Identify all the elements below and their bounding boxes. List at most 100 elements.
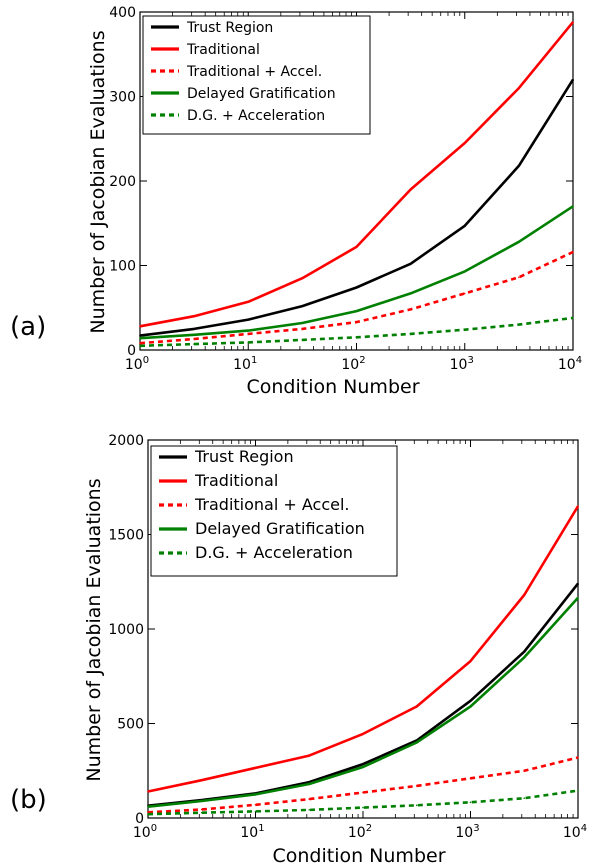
- legend-label: D.G. + Acceleration: [187, 108, 325, 124]
- data-point: [409, 292, 412, 295]
- data-point: [463, 292, 466, 295]
- y-tick-label: 2000: [108, 433, 144, 449]
- data-point: [469, 801, 472, 804]
- data-point: [308, 798, 311, 800]
- legend-label: D.G. + Acceleration: [195, 543, 353, 562]
- data-point: [355, 321, 358, 323]
- legend-label: Traditional: [194, 471, 278, 490]
- legend-box: [150, 445, 398, 577]
- y-tick-label: 1500: [108, 528, 144, 544]
- x-tick-label: 102: [341, 355, 365, 373]
- data-point: [193, 328, 195, 330]
- data-point: [362, 733, 364, 735]
- data-point: [415, 804, 418, 807]
- series-line: [147, 582, 580, 807]
- legend-box: [142, 15, 371, 135]
- data-point: [463, 328, 466, 331]
- data-point: [572, 251, 574, 253]
- data-point: [415, 741, 418, 744]
- x-tick-label: 101: [240, 823, 264, 841]
- data-point: [254, 793, 257, 796]
- data-point: [301, 328, 304, 330]
- data-point: [523, 650, 526, 653]
- data-point: [518, 241, 520, 243]
- data-point: [415, 785, 418, 787]
- data-point: [193, 315, 195, 318]
- data-point: [308, 754, 311, 757]
- y-tick-label: 500: [117, 717, 144, 733]
- x-axis-label: Condition Number: [272, 845, 445, 867]
- y-axis-label: Number of Jacobian Evaluations: [87, 30, 109, 333]
- y-tick-label: 300: [109, 90, 136, 106]
- data-point: [577, 505, 579, 507]
- x-tick-label: 101: [233, 355, 257, 373]
- legend-label: Delayed Gratification: [195, 519, 365, 538]
- data-point: [254, 767, 257, 769]
- series-line: [147, 756, 579, 814]
- data-point: [355, 336, 358, 339]
- y-tick-label: 0: [127, 343, 136, 359]
- data-point: [200, 808, 203, 811]
- data-point: [523, 594, 526, 596]
- plot-area: 100 101 102 103 104 0 500 1000 1500 2000: [108, 433, 587, 841]
- data-point: [572, 21, 574, 23]
- x-tick-label: 103: [455, 823, 479, 841]
- data-point: [362, 791, 364, 794]
- x-axis-label: Condition Number: [246, 376, 419, 398]
- legend: Trust Region Traditional Traditional + Acc…: [150, 445, 398, 577]
- data-point: [139, 337, 141, 339]
- data-point: [362, 763, 364, 765]
- data-point: [523, 656, 526, 659]
- x-tick-label: 103: [450, 355, 474, 373]
- x-tick-label: 104: [558, 355, 582, 373]
- data-point: [523, 769, 526, 772]
- data-point: [355, 286, 358, 289]
- data-point: [147, 805, 149, 808]
- data-point: [518, 164, 520, 167]
- data-point: [139, 325, 141, 328]
- data-point: [469, 777, 472, 780]
- data-point: [469, 700, 472, 702]
- data-point: [577, 789, 579, 792]
- data-point: [362, 766, 364, 768]
- data-point: [200, 800, 203, 802]
- x-tick-label: 104: [563, 823, 587, 841]
- data-point: [577, 597, 579, 599]
- data-point: [355, 310, 358, 312]
- data-point: [577, 582, 579, 585]
- data-point: [193, 333, 195, 336]
- legend-label: Traditional + Accel.: [186, 64, 322, 80]
- y-axis-label: Number of Jacobian Evaluations: [83, 478, 105, 781]
- data-point: [147, 790, 149, 793]
- panel-label: (b): [10, 785, 47, 815]
- data-point: [409, 308, 412, 311]
- data-point: [147, 813, 149, 816]
- data-point: [572, 317, 574, 319]
- data-point: [254, 803, 257, 806]
- series-line: [147, 596, 579, 808]
- y-tick-label: 1000: [108, 622, 144, 638]
- data-point: [247, 329, 250, 332]
- data-point: [308, 781, 311, 783]
- legend-label: Trust Region: [186, 20, 273, 36]
- legend-label: Traditional + Accel.: [194, 495, 350, 514]
- data-point: [523, 797, 526, 799]
- series-line: [139, 205, 574, 340]
- chart-panel-a: (a) Number of Jacobian Evaluations Condi…: [10, 5, 582, 398]
- x-tick-label: 100: [125, 355, 149, 373]
- data-point: [463, 142, 466, 144]
- data-point: [301, 305, 304, 307]
- data-point: [409, 333, 412, 335]
- y-tick-label: 0: [135, 811, 144, 827]
- data-point: [409, 263, 412, 265]
- legend-label: Traditional: [186, 42, 260, 58]
- data-point: [518, 87, 520, 89]
- data-point: [139, 342, 141, 345]
- data-point: [572, 78, 574, 81]
- data-point: [415, 705, 418, 708]
- legend-label: Delayed Gratification: [187, 86, 336, 102]
- chart-panel-b: (b) Number of Jacobian Evaluations Condi…: [10, 433, 587, 867]
- data-point: [193, 343, 195, 345]
